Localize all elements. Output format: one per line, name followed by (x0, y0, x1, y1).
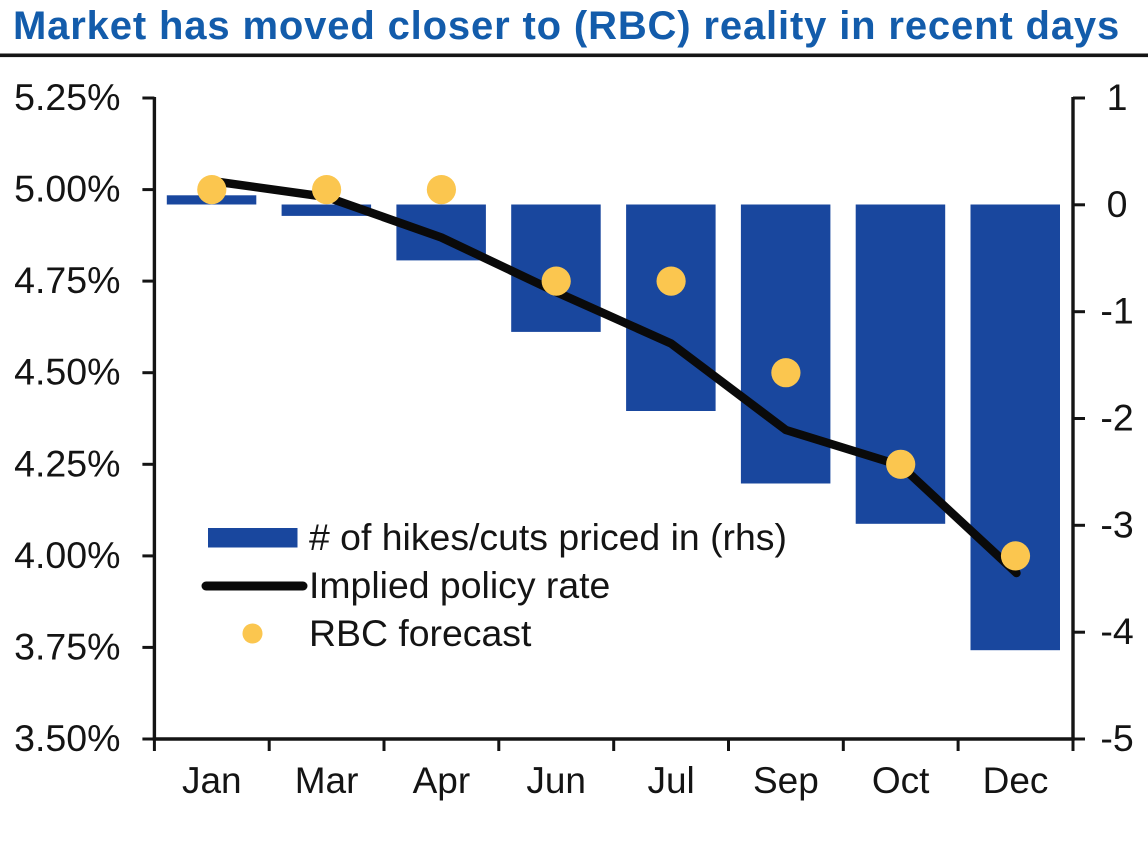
svg-text:# of hikes/cuts priced in (rhs: # of hikes/cuts priced in (rhs) (309, 516, 787, 558)
svg-text:-3: -3 (1100, 503, 1133, 545)
svg-text:Apr: Apr (413, 760, 471, 801)
svg-text:RBC forecast: RBC forecast (309, 612, 532, 654)
svg-text:Implied policy rate: Implied policy rate (309, 564, 610, 606)
svg-text:Jun: Jun (526, 760, 586, 801)
svg-text:-4: -4 (1100, 610, 1133, 652)
svg-text:Dec: Dec (983, 760, 1049, 801)
svg-text:Jan: Jan (182, 760, 242, 801)
svg-text:-5: -5 (1100, 717, 1133, 759)
svg-text:Oct: Oct (872, 760, 930, 801)
svg-text:-1: -1 (1100, 290, 1133, 332)
svg-text:Sep: Sep (753, 760, 819, 801)
svg-text:1: 1 (1107, 76, 1128, 118)
svg-text:4.25%: 4.25% (14, 442, 120, 484)
svg-text:3.50%: 3.50% (14, 717, 120, 759)
svg-text:-2: -2 (1100, 397, 1133, 439)
svg-text:5.00%: 5.00% (14, 168, 120, 210)
svg-text:Jul: Jul (647, 760, 694, 801)
svg-text:0: 0 (1107, 183, 1128, 225)
svg-text:3.75%: 3.75% (14, 625, 120, 667)
svg-text:4.00%: 4.00% (14, 534, 120, 576)
svg-text:4.50%: 4.50% (14, 351, 120, 393)
svg-text:Market has moved closer to (RB: Market has moved closer to (RBC) reality… (13, 4, 1120, 48)
svg-text:4.75%: 4.75% (14, 259, 120, 301)
svg-text:5.25%: 5.25% (14, 76, 120, 118)
svg-text:Mar: Mar (295, 760, 359, 801)
